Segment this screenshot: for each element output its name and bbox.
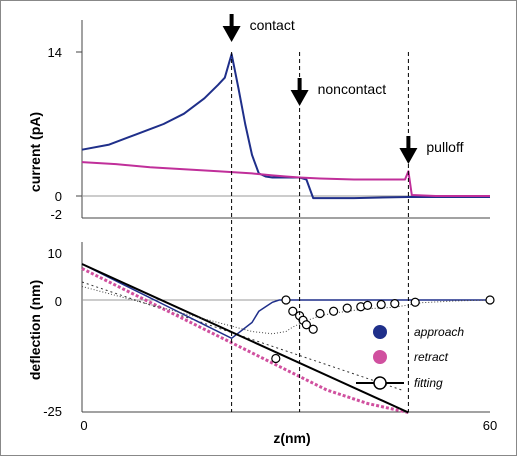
fit-point-marker	[301, 320, 311, 330]
current-y-axis-label: current (pA)	[27, 112, 43, 192]
legend-fitting-label: fitting	[414, 376, 443, 390]
deflection-legend: approach retract fitting	[356, 325, 464, 390]
fit-point-marker	[288, 306, 298, 316]
deflection-panel: 10 0 -25 0 60 z(nm) deflection (nm) appr…	[27, 242, 497, 446]
deflection-series-fitting	[81, 286, 491, 335]
arrow-pulloff-head	[399, 148, 418, 164]
arrow-contact-head	[222, 26, 241, 42]
legend-approach-marker	[373, 325, 387, 339]
fit-point-marker	[342, 303, 352, 313]
deflection-x-tick-label-0: 0	[80, 418, 87, 433]
deflection-y-axis-label: deflection (nm)	[27, 280, 43, 380]
fit-point-marker	[315, 308, 325, 319]
annotation-noncontact: noncontact	[318, 81, 387, 97]
current-series-approach	[81, 53, 490, 200]
legend-fitting-marker	[373, 376, 387, 390]
deflection-series-retract	[81, 267, 409, 414]
current-series-retract	[81, 161, 490, 197]
vertical-guides	[231, 52, 409, 412]
deflection-dotted-reference-line	[81, 281, 402, 391]
current-tick-label-neg2: -2	[50, 207, 62, 222]
fit-point-marker	[410, 297, 420, 307]
deflection-tick-label-10: 10	[48, 246, 62, 261]
legend-retract-label: retract	[414, 350, 449, 364]
annotation-contact: contact	[250, 17, 295, 33]
deflection-x-tick-label-60: 60	[483, 418, 497, 433]
fit-point-marker	[376, 299, 386, 310]
fit-point-marker	[390, 299, 400, 309]
current-tick-label-0: 0	[55, 189, 62, 204]
fit-point-marker	[308, 324, 318, 334]
fit-point-marker	[329, 306, 339, 316]
fit-point-marker	[363, 300, 373, 310]
deflection-series-group	[81, 263, 495, 414]
fit-point-marker	[485, 295, 495, 305]
deflection-tick-label-neg25: -25	[43, 404, 62, 419]
annotation-pulloff: pulloff	[426, 139, 463, 155]
deflection-tick-label-0: 0	[55, 294, 62, 309]
fit-point-marker-lower	[271, 353, 281, 364]
deflection-x-axis-label: z(nm)	[273, 430, 310, 446]
deflection-fitting-line	[81, 263, 409, 414]
current-tick-label-14: 14	[48, 45, 62, 60]
legend-approach-label: approach	[414, 325, 464, 339]
fit-point-marker	[281, 295, 291, 305]
current-series-group	[81, 53, 490, 200]
legend-retract-marker	[373, 350, 387, 364]
